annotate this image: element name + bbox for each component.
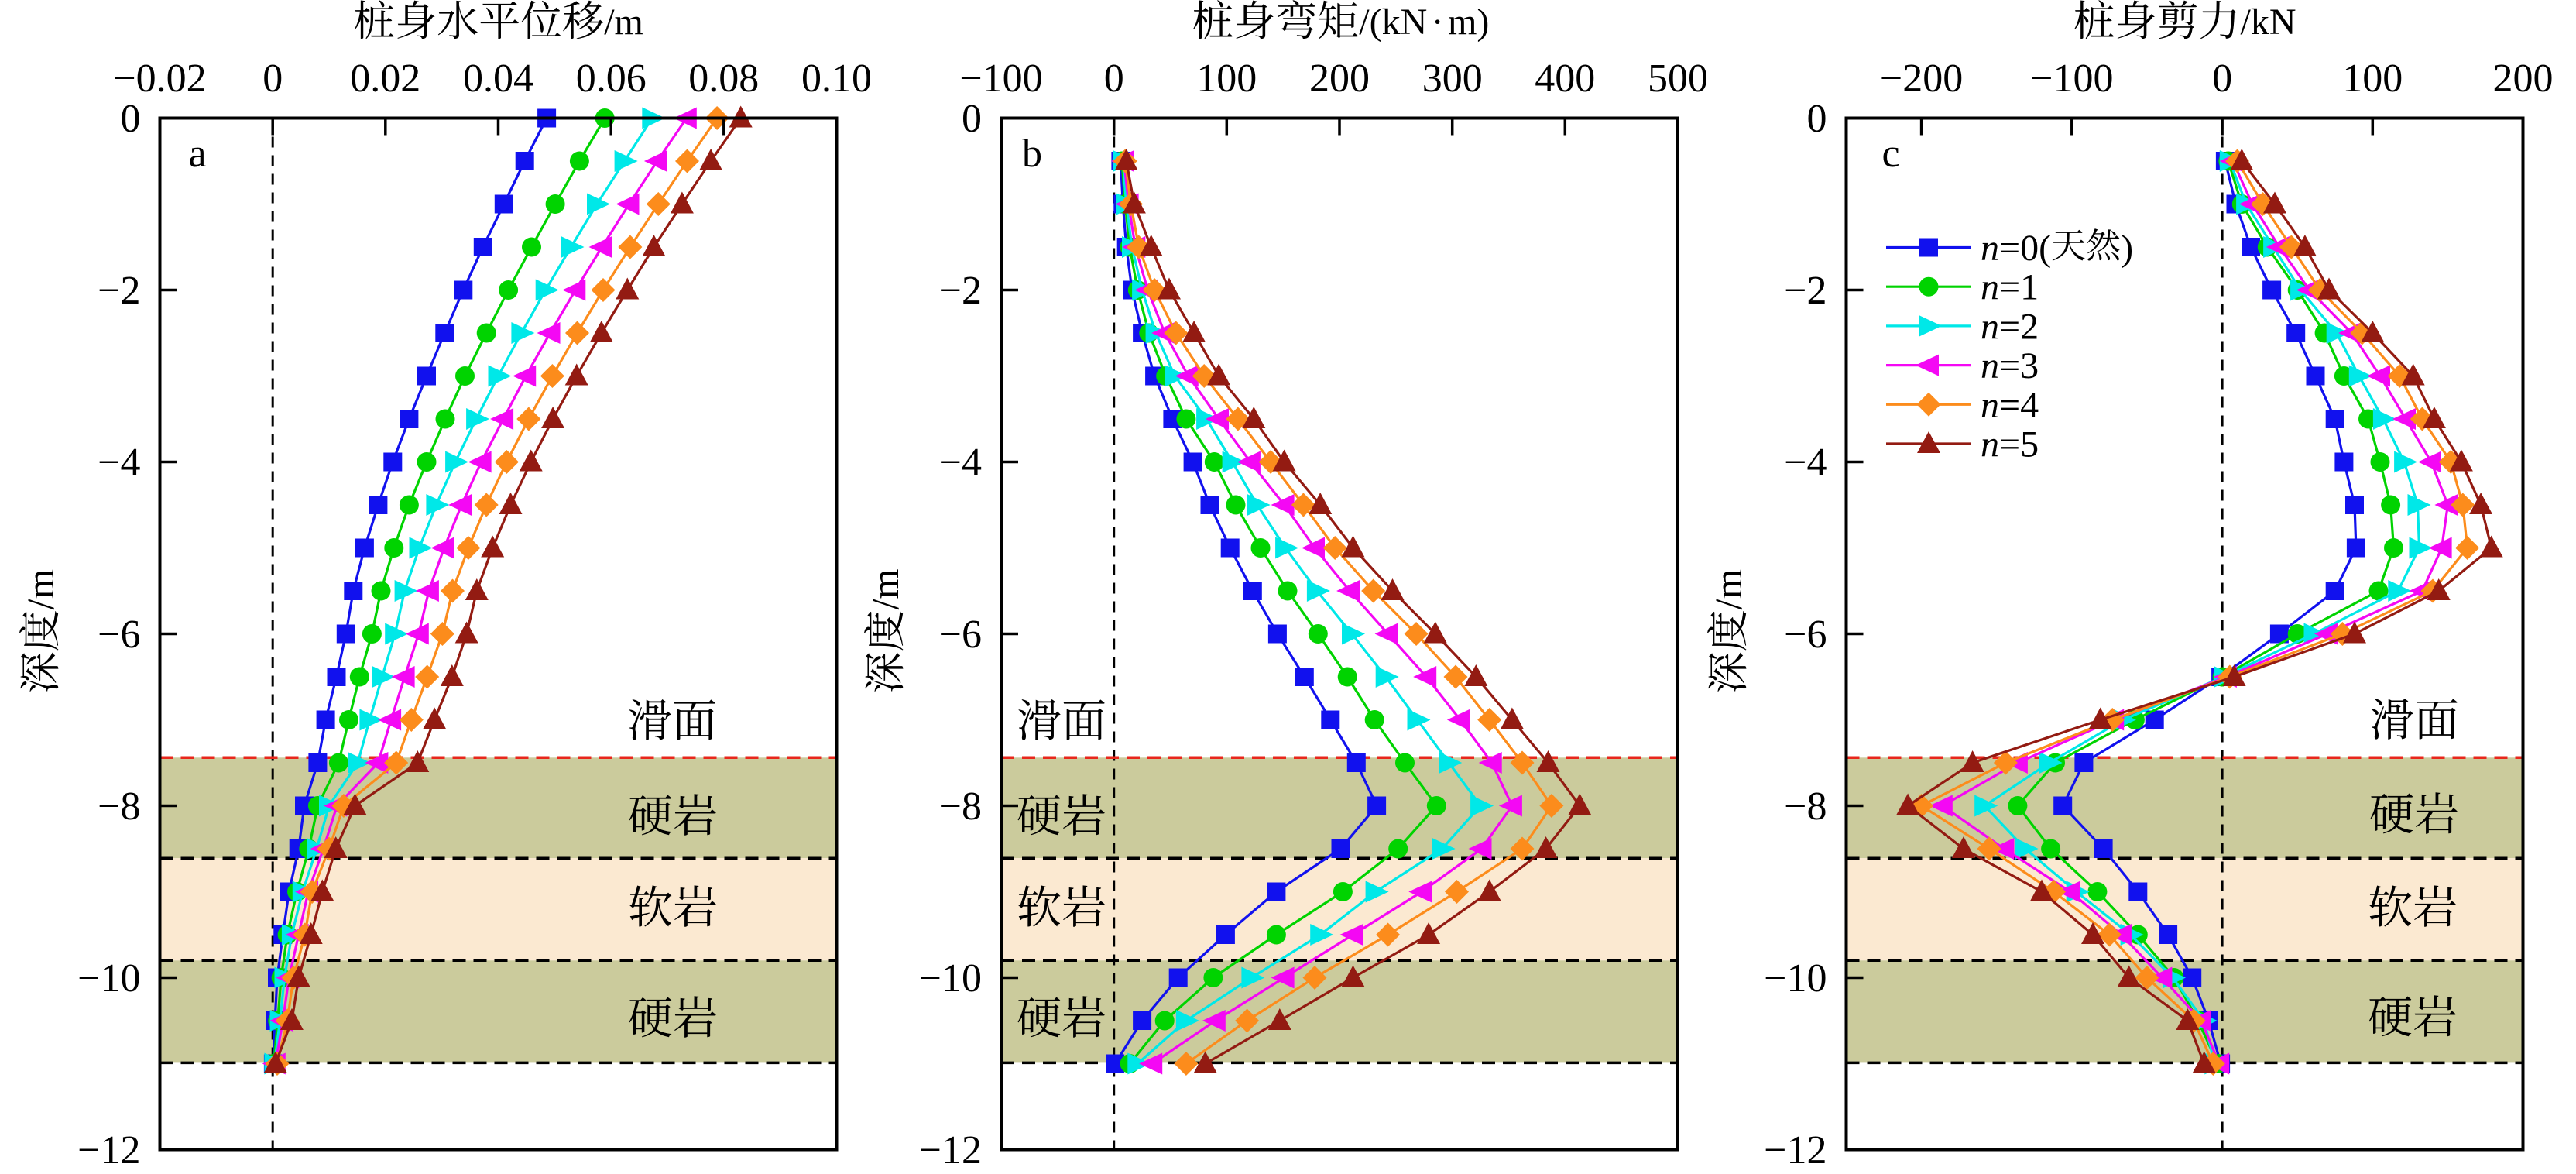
svg-text:−0.02: −0.02 bbox=[113, 57, 206, 101]
svg-text:−12: −12 bbox=[77, 1128, 140, 1172]
svg-text:−200: −200 bbox=[1880, 57, 1963, 101]
svg-text:b: b bbox=[1022, 132, 1042, 176]
svg-text:/m: /m bbox=[1706, 569, 1750, 610]
svg-text:n=2: n=2 bbox=[1981, 306, 2039, 347]
svg-text:−4: −4 bbox=[1784, 441, 1827, 485]
svg-text:−2: −2 bbox=[98, 269, 140, 313]
svg-text:0.04: 0.04 bbox=[463, 57, 533, 101]
svg-text:0: 0 bbox=[1807, 97, 1827, 141]
svg-text:0.06: 0.06 bbox=[576, 57, 647, 101]
svg-text:300: 300 bbox=[1422, 57, 1483, 101]
svg-text:400: 400 bbox=[1535, 57, 1595, 101]
svg-text:0.02: 0.02 bbox=[350, 57, 420, 101]
svg-text:0: 0 bbox=[121, 97, 141, 141]
svg-text:/m: /m bbox=[604, 2, 643, 43]
svg-text:0.08: 0.08 bbox=[688, 57, 759, 101]
svg-text:−4: −4 bbox=[98, 441, 140, 485]
svg-text:n=3: n=3 bbox=[1981, 345, 2039, 386]
svg-text:c: c bbox=[1881, 132, 1899, 176]
svg-text:−10: −10 bbox=[919, 956, 982, 1001]
svg-text:0: 0 bbox=[962, 97, 982, 141]
svg-text:/m: /m bbox=[863, 569, 907, 610]
svg-text:0: 0 bbox=[1104, 57, 1124, 101]
svg-text:500: 500 bbox=[1648, 57, 1708, 101]
svg-text:−6: −6 bbox=[1784, 613, 1827, 657]
svg-text:200: 200 bbox=[2493, 57, 2554, 101]
svg-text:−2: −2 bbox=[939, 269, 982, 313]
svg-text:100: 100 bbox=[1196, 57, 1257, 101]
svg-text:0: 0 bbox=[2212, 57, 2232, 101]
svg-text:a: a bbox=[188, 132, 206, 176]
svg-text:−4: −4 bbox=[939, 441, 982, 485]
svg-text:−12: −12 bbox=[1764, 1128, 1827, 1172]
svg-text:100: 100 bbox=[2342, 57, 2403, 101]
svg-text:−8: −8 bbox=[1784, 784, 1827, 829]
svg-text:n=5: n=5 bbox=[1981, 424, 2039, 465]
svg-text:−100: −100 bbox=[2030, 57, 2113, 101]
svg-text:−10: −10 bbox=[77, 956, 140, 1001]
svg-text:/kN: /kN bbox=[2241, 2, 2296, 43]
svg-text:−12: −12 bbox=[919, 1128, 982, 1172]
svg-text:−10: −10 bbox=[1764, 956, 1827, 1001]
svg-text:n=0(: n=0( bbox=[1981, 228, 2051, 269]
svg-text:0.10: 0.10 bbox=[801, 57, 872, 101]
svg-text:200: 200 bbox=[1309, 57, 1370, 101]
svg-text:/m: /m bbox=[19, 569, 62, 610]
svg-text:): ) bbox=[2121, 228, 2133, 269]
svg-text:−8: −8 bbox=[939, 784, 982, 829]
svg-text:−6: −6 bbox=[939, 613, 982, 657]
svg-text:−2: −2 bbox=[1784, 269, 1827, 313]
svg-text:0: 0 bbox=[262, 57, 283, 101]
svg-text:/(kN·m): /(kN · m) bbox=[1359, 2, 1489, 43]
svg-text:−100: −100 bbox=[959, 57, 1042, 101]
svg-text:n=4: n=4 bbox=[1981, 385, 2039, 426]
svg-text:−6: −6 bbox=[98, 613, 140, 657]
svg-text:n=1: n=1 bbox=[1981, 267, 2039, 308]
svg-text:−8: −8 bbox=[98, 784, 140, 829]
